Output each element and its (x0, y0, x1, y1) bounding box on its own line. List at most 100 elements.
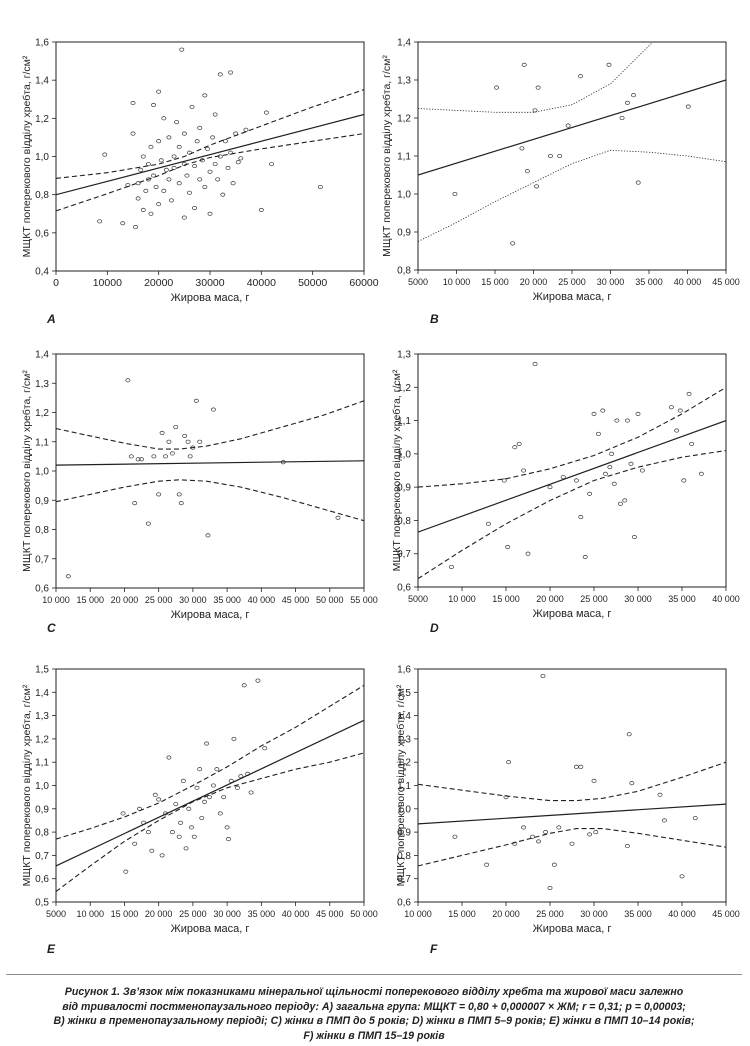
data-point (238, 156, 244, 161)
data-point (185, 439, 191, 444)
data-point (193, 398, 199, 403)
ci-upper-f (418, 761, 726, 802)
data-point (210, 783, 216, 788)
x-tick-label-d: 40 000 (712, 594, 740, 604)
data-point (591, 778, 597, 783)
regression-line-e (56, 719, 364, 867)
data-point (536, 839, 542, 844)
ci-lower-f (418, 828, 726, 867)
ci-upper-d (418, 386, 726, 488)
x-tick-label-e: 20 000 (145, 909, 173, 919)
caption-line-2: від тривалості постменопаузального періо… (62, 1000, 686, 1013)
y-axis-title-d: МЩКТ поперекового відділу хребта, г/см² (391, 369, 403, 571)
x-tick-label-e: 50 000 (350, 909, 378, 919)
data-point (139, 457, 145, 462)
x-tick-label-c: 35 000 (213, 595, 241, 605)
y-tick-label-e: 1,2 (35, 734, 49, 745)
data-point (145, 830, 151, 835)
x-tick-label-a: 0 (53, 277, 59, 289)
x-tick-label-b: 5000 (408, 277, 428, 287)
x-tick-label-f: 10 000 (404, 909, 432, 919)
data-point (519, 146, 525, 151)
data-point (192, 163, 198, 169)
x-tick-label-e: 35 000 (248, 909, 276, 919)
y-tick-label-c: 1,2 (35, 408, 49, 419)
panel-b: 5000 10 000 15 000 20 000 25 000 30 000 35 000… (381, 38, 740, 327)
data-point (212, 162, 218, 167)
data-point (629, 781, 635, 786)
data-point (243, 127, 249, 132)
data-point (235, 160, 241, 165)
data-point (560, 475, 566, 480)
x-axis-title-a: Жирова маса, г (171, 292, 250, 304)
data-point (222, 139, 228, 144)
data-point (156, 797, 162, 802)
data-point (221, 795, 227, 800)
data-point (166, 135, 172, 140)
data-point (494, 85, 499, 90)
data-point (169, 451, 175, 456)
y-axis-title-b: МЩКТ поперекового відділу хребта, г/см² (381, 55, 393, 257)
data-point (624, 418, 630, 423)
data-point (532, 361, 538, 367)
x-tick-label-b: 45 000 (712, 277, 740, 287)
data-point (525, 551, 531, 556)
panel-d: 5000 10 000 15 000 20 000 25 000 30 000 35 000… (391, 350, 740, 636)
data-point (547, 153, 553, 159)
y-tick-label-e: 0,9 (35, 804, 49, 815)
x-tick-label-e: 45 000 (316, 909, 344, 919)
data-point (186, 806, 192, 811)
y-tick-label-d: 0,7 (397, 549, 411, 560)
data-point (159, 853, 165, 858)
data-area-f (418, 673, 726, 891)
x-tick-label-c: 50 000 (316, 595, 344, 605)
data-point (220, 192, 226, 197)
x-axis-title-d: Жирова маса, г (533, 608, 612, 620)
data-point (557, 153, 563, 159)
data-point (181, 215, 187, 220)
ci-lower-c (56, 479, 364, 522)
x-tick-label-c: 45 000 (282, 595, 310, 605)
data-point (178, 820, 184, 825)
plot-frame-f (417, 668, 727, 903)
data-point (606, 62, 612, 67)
data-point (173, 802, 179, 807)
data-point (619, 115, 625, 121)
y-tick-label-d: 1,0 (397, 449, 411, 460)
data-point (335, 515, 341, 520)
data-point (171, 154, 177, 159)
y-tick-label-c: 0,8 (35, 525, 49, 536)
y-tick-label-a: 0,8 (35, 190, 49, 201)
y-tick-label-c: 1,1 (35, 437, 49, 448)
x-tick-label-c: 25 000 (145, 595, 173, 605)
data-point (225, 165, 231, 171)
data-point (169, 198, 174, 203)
data-point (179, 47, 185, 52)
x-tick-label-c: 40 000 (248, 595, 276, 605)
data-point (143, 188, 149, 193)
x-tick-label-f: 25 000 (536, 909, 564, 919)
y-tick-label-a: 0,4 (35, 267, 49, 278)
data-area-c (56, 378, 364, 579)
x-tick-label-e: 10 000 (76, 909, 104, 919)
data-point (484, 862, 490, 867)
y-tick-label-f: 1,0 (397, 804, 411, 815)
data-point (102, 152, 108, 157)
data-point (230, 181, 236, 186)
data-point (611, 481, 617, 486)
panel-label-f: F (430, 942, 438, 956)
data-point (148, 144, 154, 150)
y-tick-label-f: 1,1 (397, 781, 411, 792)
x-tick-label-b: 10 000 (443, 277, 471, 287)
data-point (215, 177, 221, 182)
x-tick-label-c: 55 000 (350, 595, 378, 605)
data-point (191, 834, 197, 839)
y-tick-label-a: 1,6 (35, 38, 49, 49)
data-point (197, 177, 203, 182)
x-tick-label-c: 15 000 (76, 595, 104, 605)
x-tick-label-d: 35 000 (668, 594, 696, 604)
data-point (506, 760, 512, 765)
panel-c: 10 000 15 000 20 000 25 000 30 000 35 000 40 0… (21, 350, 378, 636)
data-point (130, 101, 136, 106)
data-point (624, 100, 630, 105)
